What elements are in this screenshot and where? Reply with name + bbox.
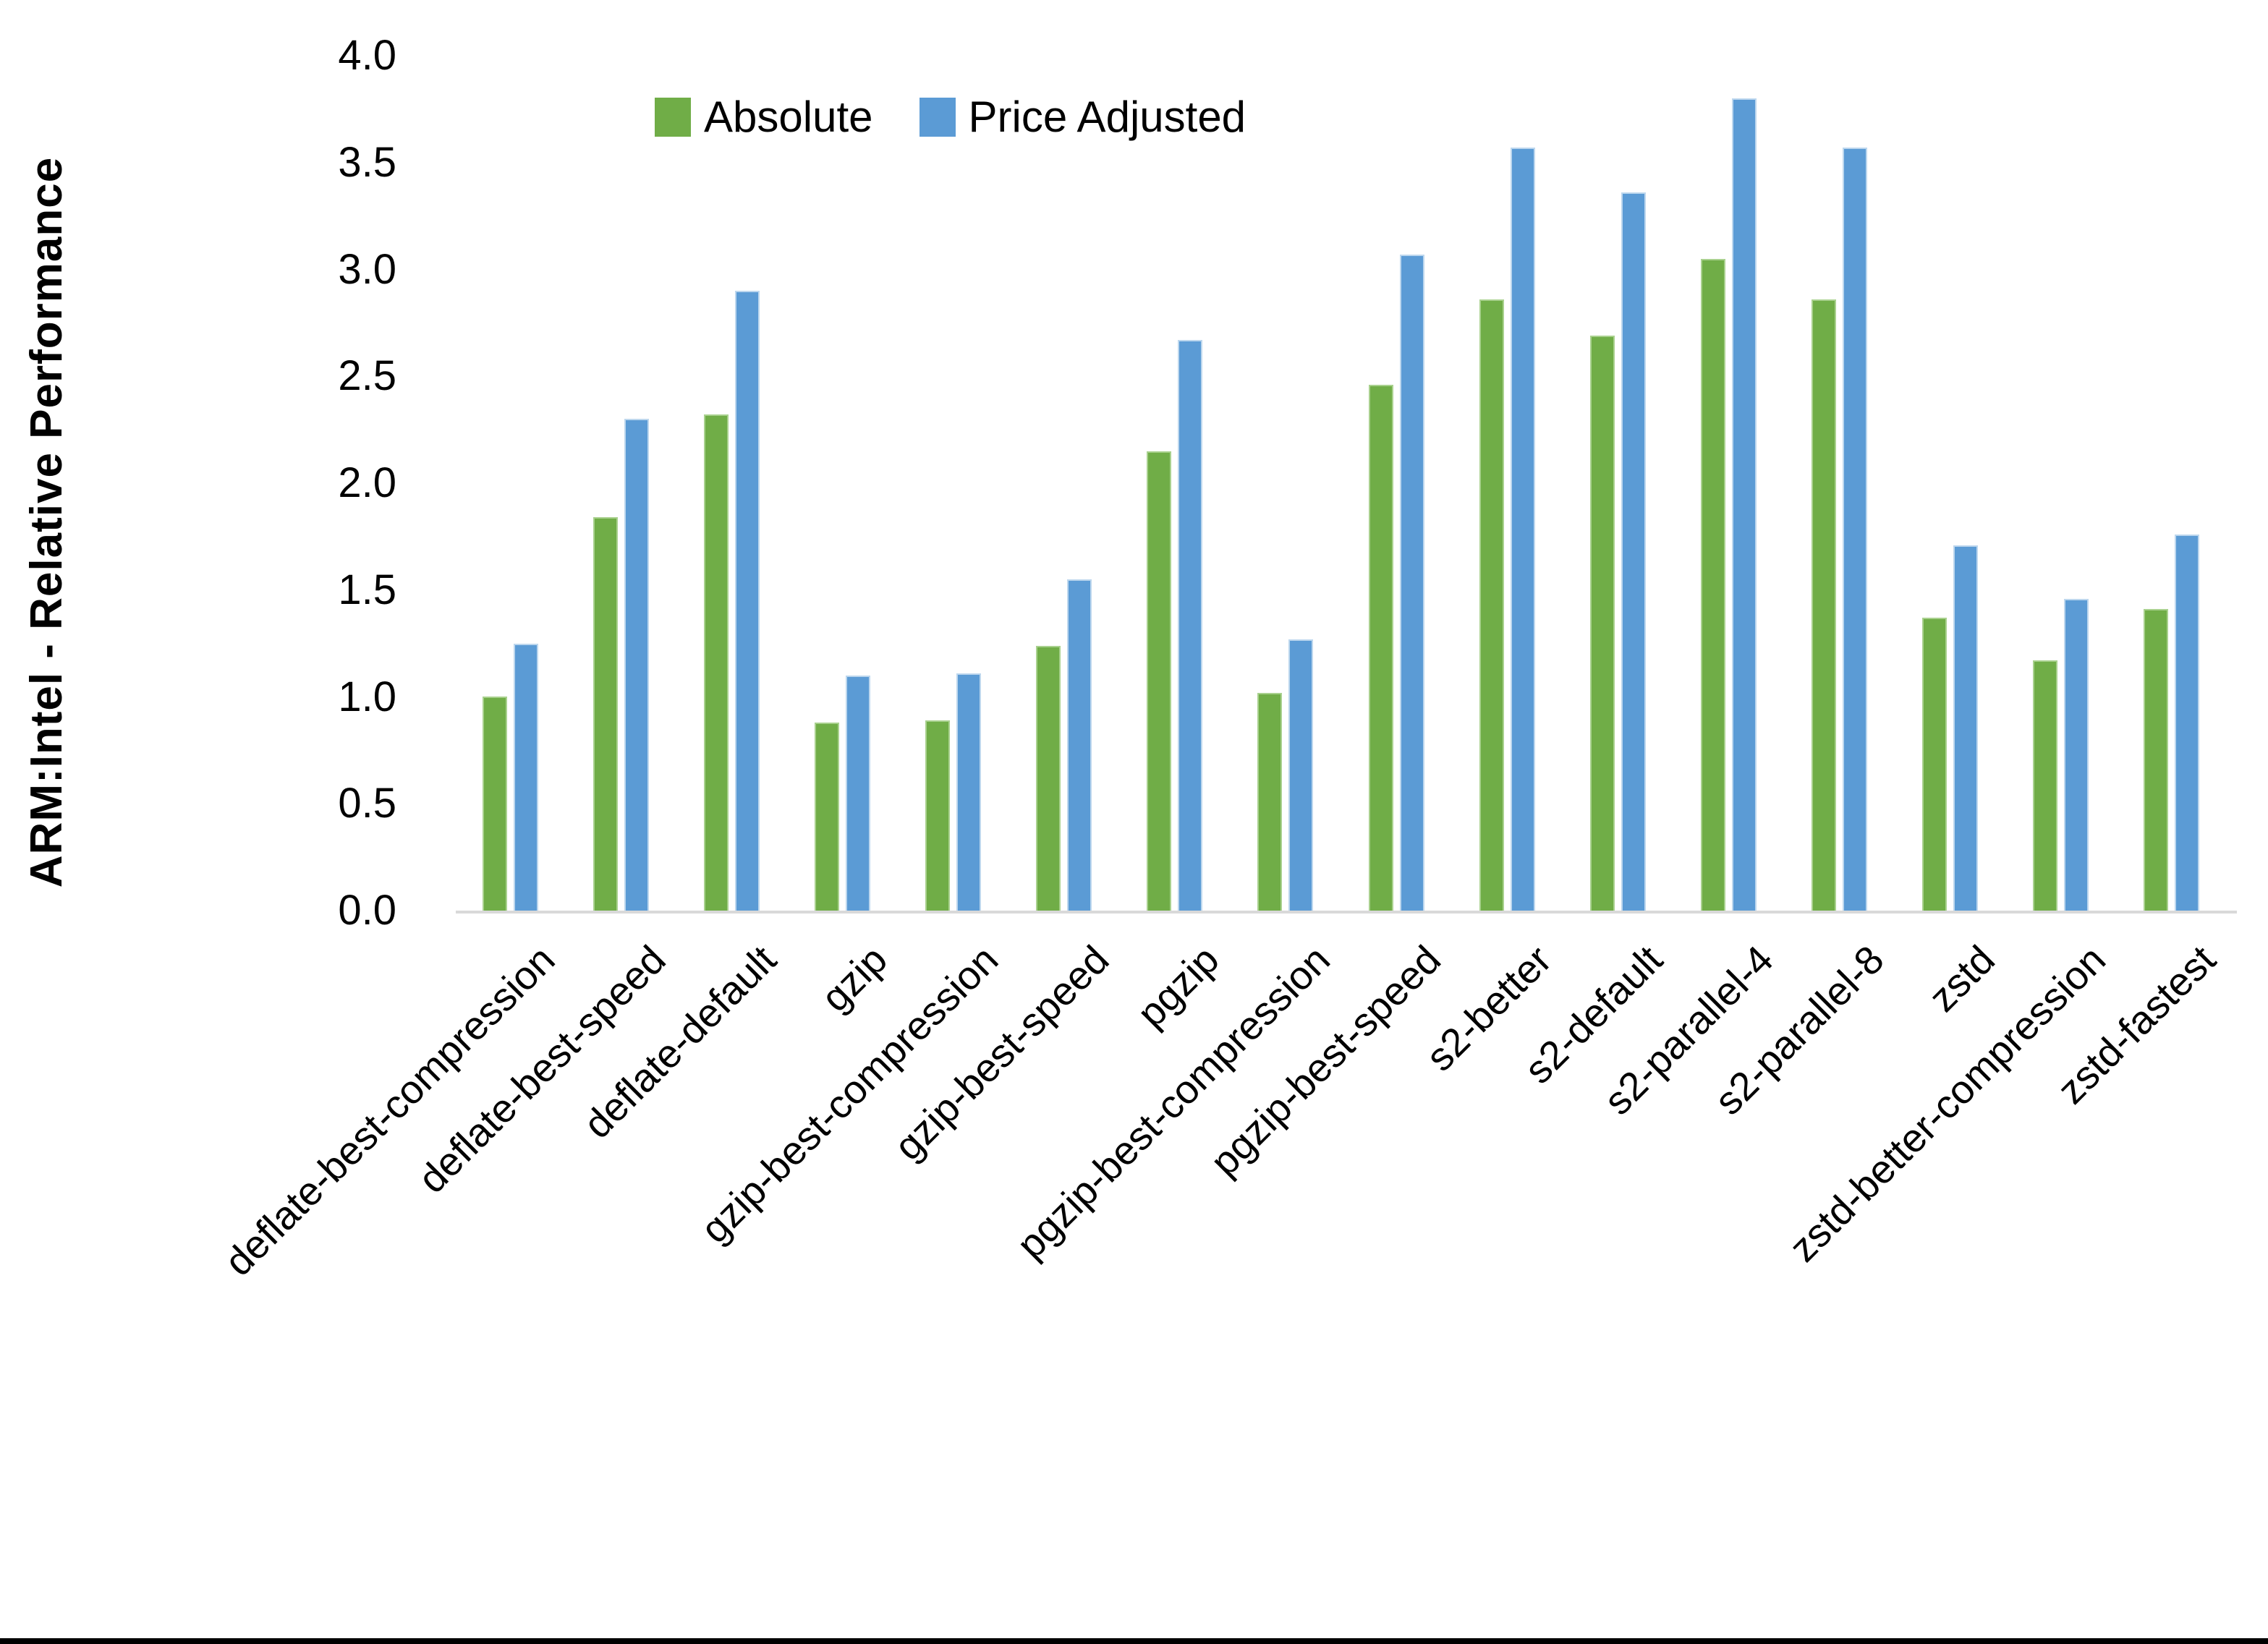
y-tick-label: 1.0 [338,673,396,720]
bar-absolute-pgzip-best-speed [1369,385,1393,911]
bar-price-adjusted-gzip-best-speed [1067,579,1092,911]
bar-price-adjusted-gzip [846,676,870,911]
y-tick-label: 1.5 [338,566,396,613]
y-axis-title: ARM:Intel - Relative Performance [22,156,72,888]
bar-price-adjusted-zstd-better-compression [2064,599,2089,911]
y-tick-label: 2.5 [338,352,396,400]
bar-absolute-gzip [815,723,839,911]
legend-item-absolute: Absolute [655,94,873,140]
bottom-border-line [0,1638,2268,1644]
bar-price-adjusted-deflate-default [735,291,760,911]
bar-price-adjusted-s2-default [1621,192,1646,911]
bar-absolute-s2-parallel-4 [1701,259,1725,911]
legend-swatch-icon [919,98,956,137]
legend-label: Price Adjusted [968,93,1246,141]
bar-absolute-deflate-best-speed [593,517,618,911]
bar-absolute-s2-better [1479,299,1504,911]
x-category-label-deflate-default: deflate-default [574,937,785,1147]
bar-absolute-zstd [1922,618,1947,911]
x-axis-line [456,911,2237,913]
y-tick-label: 0.5 [338,780,396,827]
y-tick-label: 3.5 [338,138,396,186]
bar-absolute-deflate-best-compression [483,697,507,911]
bar-price-adjusted-pgzip-best-compression [1288,639,1313,911]
bar-price-adjusted-s2-parallel-8 [1843,148,1867,911]
bar-absolute-pgzip [1147,451,1171,911]
bar-price-adjusted-s2-parallel-4 [1732,98,1757,911]
legend-label: Absolute [704,93,873,141]
bar-absolute-deflate-default [704,414,729,911]
bar-absolute-gzip-best-speed [1036,646,1061,911]
x-category-label-gzip: gzip [812,937,896,1021]
bar-absolute-s2-parallel-8 [1812,299,1836,911]
bar-price-adjusted-pgzip [1178,340,1202,911]
bar-price-adjusted-pgzip-best-speed [1400,255,1424,911]
bar-price-adjusted-zstd [1953,545,1978,911]
legend: Absolute Price Adjusted [655,94,1292,140]
bar-price-adjusted-deflate-best-speed [624,419,649,911]
bar-absolute-zstd-fastest [2144,609,2168,911]
x-category-label-zstd: zstd [1919,937,2003,1021]
y-tick-label: 3.0 [338,245,396,293]
y-tick-label: 0.0 [338,887,396,934]
bar-absolute-gzip-best-compression [925,720,950,911]
bar-absolute-s2-default [1590,336,1615,911]
y-tick-label: 2.0 [338,459,396,506]
legend-swatch-icon [655,98,691,137]
x-category-label-pgzip: pgzip [1129,937,1228,1036]
bar-absolute-zstd-better-compression [2033,660,2057,911]
bar-price-adjusted-gzip-best-compression [956,673,981,911]
bar-price-adjusted-s2-better [1511,148,1535,911]
y-tick-label: 4.0 [338,32,396,79]
legend-item-price-adjusted: Price Adjusted [919,94,1246,140]
bar-price-adjusted-zstd-fastest [2175,534,2199,911]
bar-price-adjusted-deflate-best-compression [514,644,538,911]
bar-absolute-pgzip-best-compression [1257,693,1282,911]
